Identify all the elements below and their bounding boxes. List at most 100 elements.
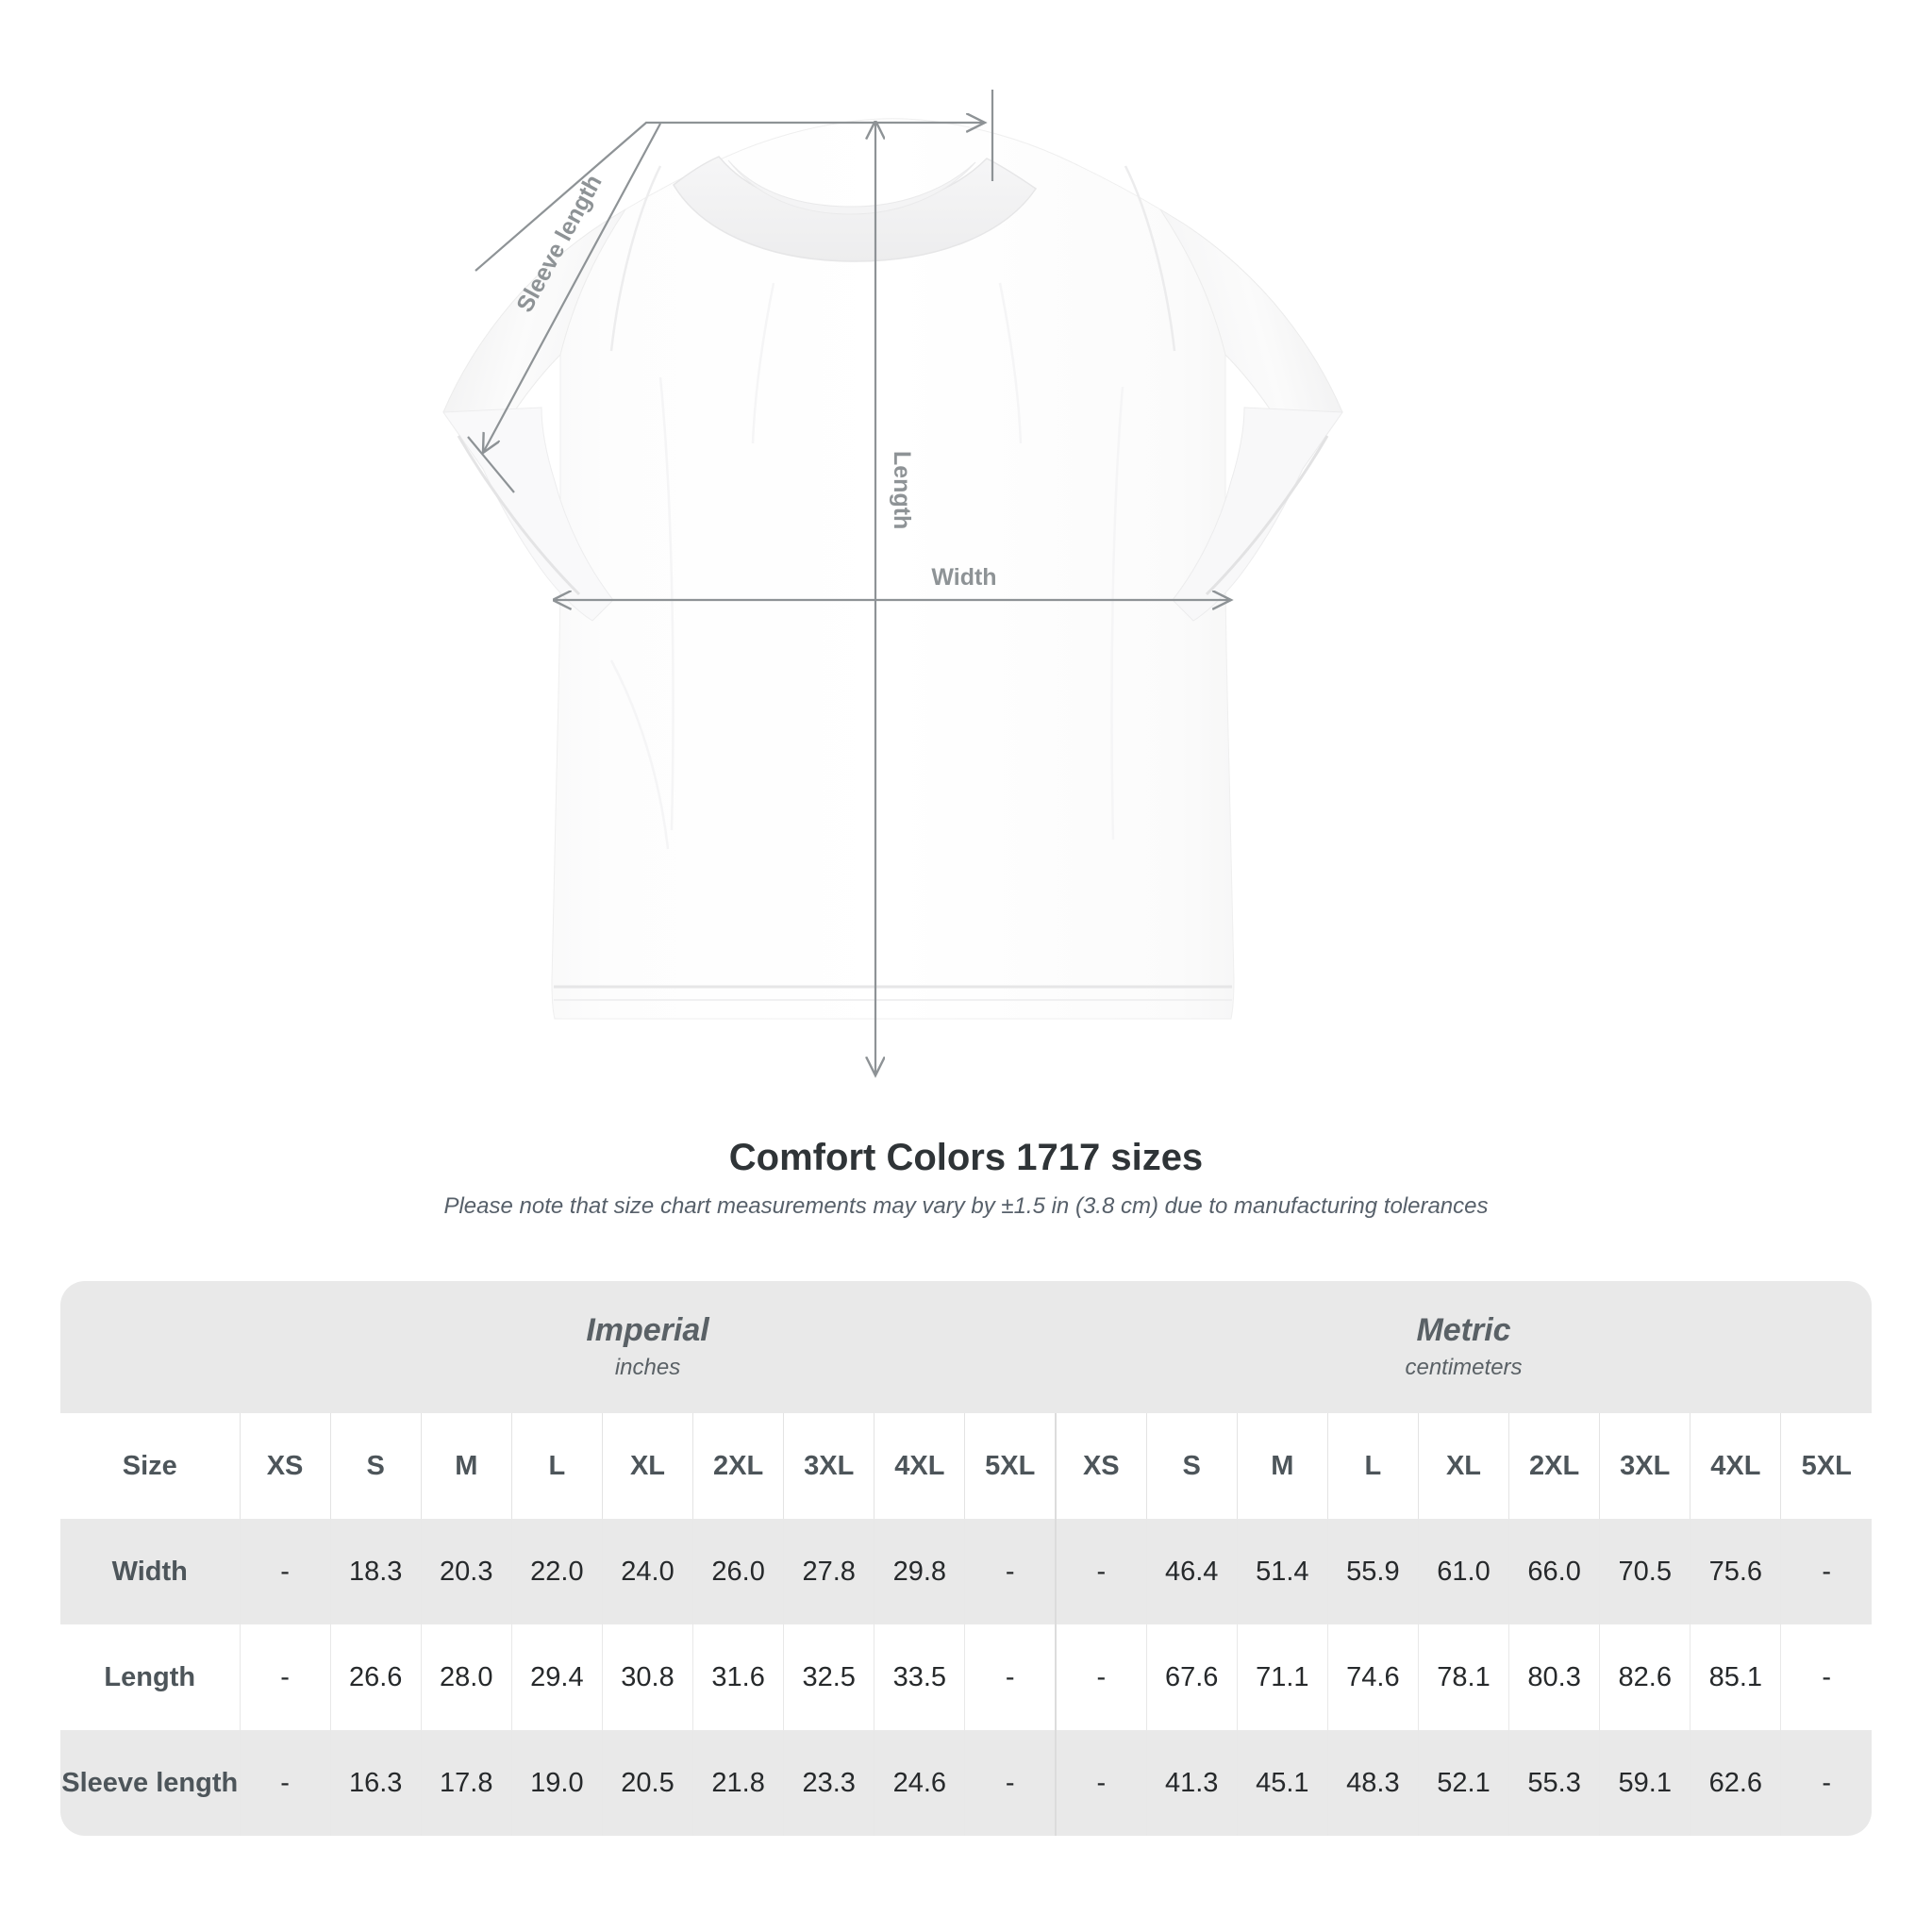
size-header-row: Size XS S M L XL 2XL 3XL 4XL 5XL XS S M L XL 2XL 3XL 4XL 5… <box>60 1413 1873 1519</box>
size-header-cell: 5XL <box>1780 1413 1873 1519</box>
measurement-cell: 46.4 <box>1145 1519 1238 1624</box>
unit-group-subtitle: centimeters <box>1405 1354 1523 1380</box>
row-label-sleeve-length: Sleeve length <box>60 1730 240 1836</box>
measurement-cell: 45.1 <box>1236 1730 1328 1836</box>
size-header-cell: 2XL <box>1508 1413 1600 1519</box>
measurement-cell: 20.5 <box>601 1730 693 1836</box>
measurement-cell: - <box>1780 1730 1873 1836</box>
measurement-cell: 28.0 <box>420 1624 512 1730</box>
measurement-cell: 18.3 <box>329 1519 422 1624</box>
left-sleeve-panel <box>442 407 614 622</box>
measurement-cell: - <box>239 1730 331 1836</box>
measurement-cell: 59.1 <box>1599 1730 1690 1836</box>
size-table-wrapper: Imperial inches Metric centimeters Size XS S M L… <box>60 1281 1873 1836</box>
measurement-cell: 82.6 <box>1599 1624 1690 1730</box>
size-header-cell: 5XL <box>964 1413 1057 1519</box>
unit-group-name: Metric <box>1416 1311 1511 1348</box>
unit-header-corner <box>60 1281 240 1413</box>
measurement-cell: 80.3 <box>1508 1624 1600 1730</box>
measurement-cell: 16.3 <box>329 1730 422 1836</box>
measurement-cell: - <box>964 1730 1057 1836</box>
table-row: Sleeve length -16.3 17.8 19.0 20.5 21.8 23.3 24… <box>60 1730 1873 1836</box>
measurement-cell: - <box>1055 1519 1147 1624</box>
size-table: Imperial inches Metric centimeters Size XS S M L… <box>60 1281 1873 1836</box>
heading-block: Comfort Colors 1717 sizes Please note th… <box>0 1137 1932 1220</box>
measurement-cell: 30.8 <box>601 1624 693 1730</box>
size-header-cell: XL <box>601 1413 693 1519</box>
table-row: Length -26.6 28.0 29.4 30.8 31.6 32.5 33.5- -67.… <box>60 1624 1873 1730</box>
size-header-cell: S <box>329 1413 422 1519</box>
measurement-cell: 70.5 <box>1599 1519 1690 1624</box>
sleeve-end-tick <box>467 436 515 493</box>
measurement-cell: - <box>1780 1519 1873 1624</box>
left-shoulder-seam <box>609 165 662 352</box>
tshirt-measurement-diagram: Sleeve length Length Width <box>442 90 1343 1113</box>
page-title: Comfort Colors 1717 sizes <box>728 1137 1204 1178</box>
tolerance-note: Please note that size chart measurements… <box>443 1193 1489 1219</box>
size-header-cell: M <box>420 1413 512 1519</box>
measurement-cell: 67.6 <box>1145 1624 1238 1730</box>
measurement-cell: - <box>239 1624 331 1730</box>
measurement-cell: 20.3 <box>420 1519 512 1624</box>
measurement-cell: 29.8 <box>874 1519 965 1624</box>
right-sleeve-panel <box>1172 407 1343 622</box>
measurement-cell: 22.0 <box>510 1519 603 1624</box>
size-header-cell: XS <box>1055 1413 1147 1519</box>
tshirt-diagram-svg: Sleeve length Length Width <box>442 90 1343 1113</box>
measurement-cell: 85.1 <box>1690 1624 1781 1730</box>
size-header-cell: L <box>1326 1413 1419 1519</box>
left-sleeve-hem <box>457 435 581 596</box>
measurement-cell: - <box>1055 1730 1147 1836</box>
size-header-cell: XS <box>239 1413 331 1519</box>
measurement-cell: 23.3 <box>783 1730 874 1836</box>
right-shoulder-seam <box>1124 165 1176 352</box>
measurement-cell: 26.0 <box>692 1519 784 1624</box>
sleeve-length-dimension-line <box>483 123 661 453</box>
measurement-cell: 74.6 <box>1326 1624 1419 1730</box>
measurement-cell: 71.1 <box>1236 1624 1328 1730</box>
measurement-cell: - <box>964 1624 1057 1730</box>
unit-group-imperial: Imperial inches <box>240 1281 1057 1413</box>
measurement-cell: 75.6 <box>1690 1519 1781 1624</box>
size-header-cell: XL <box>1417 1413 1509 1519</box>
measurement-cell: 41.3 <box>1145 1730 1238 1836</box>
measurement-cell: 17.8 <box>420 1730 512 1836</box>
unit-header-row: Imperial inches Metric centimeters <box>60 1281 1873 1413</box>
measurement-cell: 48.3 <box>1326 1730 1419 1836</box>
measurement-cell: - <box>964 1519 1057 1624</box>
measurement-cell: 52.1 <box>1417 1730 1509 1836</box>
measurement-cell: 78.1 <box>1417 1624 1509 1730</box>
size-header-cell: M <box>1236 1413 1328 1519</box>
unit-group-name: Imperial <box>586 1311 709 1348</box>
size-header-cell: 3XL <box>783 1413 874 1519</box>
measurement-cell: 29.4 <box>510 1624 603 1730</box>
measurement-cell: 55.3 <box>1508 1730 1600 1836</box>
measurement-cell: 19.0 <box>510 1730 603 1836</box>
table-row: Width -18.3 20.3 22.0 24.0 26.0 27.8 29.8- -46.4… <box>60 1519 1873 1624</box>
collar-inner <box>727 159 976 215</box>
measurement-cell: - <box>239 1519 331 1624</box>
row-label-width: Width <box>60 1519 240 1624</box>
right-sleeve-hem <box>1205 435 1329 596</box>
size-header-cell: S <box>1145 1413 1238 1519</box>
measurement-cell: - <box>1055 1624 1147 1730</box>
size-header-cell: L <box>510 1413 603 1519</box>
measurement-cell: 51.4 <box>1236 1519 1328 1624</box>
measurement-cell: 32.5 <box>783 1624 874 1730</box>
length-label: Length <box>889 451 915 529</box>
row-label-length: Length <box>60 1624 240 1730</box>
measurement-cell: 26.6 <box>329 1624 422 1730</box>
size-header-cell: 4XL <box>874 1413 965 1519</box>
tshirt-garment <box>442 118 1343 1020</box>
unit-group-metric: Metric centimeters <box>1056 1281 1873 1413</box>
measurement-cell: - <box>1780 1624 1873 1730</box>
measurement-cell: 24.0 <box>601 1519 693 1624</box>
measurement-cell: 24.6 <box>874 1730 965 1836</box>
size-header-cell: 3XL <box>1599 1413 1690 1519</box>
right-sleeve <box>1159 208 1343 471</box>
size-header-cell: 4XL <box>1690 1413 1781 1519</box>
measurement-cell: 31.6 <box>692 1624 784 1730</box>
unit-group-subtitle: inches <box>614 1354 681 1380</box>
measurement-cell: 66.0 <box>1508 1519 1600 1624</box>
